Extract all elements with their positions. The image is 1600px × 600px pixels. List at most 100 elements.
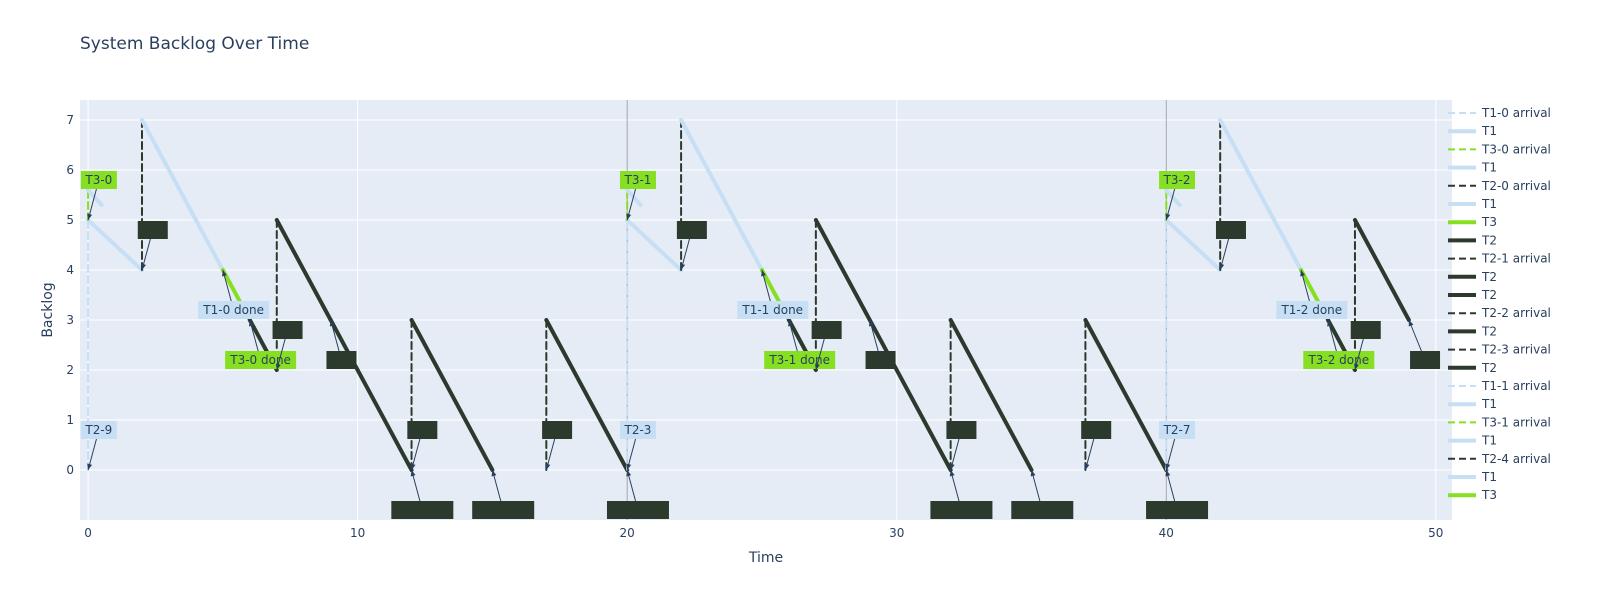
x-tick-label-5: 50	[1428, 526, 1443, 540]
annotation-box-18	[865, 351, 896, 369]
series-line-32	[1164, 188, 1182, 207]
legend-item-18[interactable]: T1	[1448, 434, 1497, 448]
annotation-arrowhead-0	[87, 213, 93, 220]
annotation-arrowhead-27	[1300, 270, 1306, 277]
y-tick-label-1: 1	[66, 413, 74, 427]
annotation-2: T1-0 done	[198, 269, 270, 319]
annotation-29	[1350, 321, 1381, 371]
series-line-1	[86, 218, 144, 272]
series-line-16	[625, 218, 684, 272]
legend-item-0[interactable]: T1-0 arrival	[1448, 106, 1551, 120]
annotation-arrowhead-19	[949, 470, 955, 477]
legend-label-8: T2-1 arrival	[1481, 252, 1551, 266]
annotation-9	[472, 469, 535, 519]
annotation-arrowhead-21	[1030, 470, 1036, 477]
series-line-24	[813, 218, 953, 472]
annotation-box-22	[1081, 421, 1112, 439]
series-line-34	[1218, 118, 1304, 272]
annotation-arrowhead-25	[1165, 213, 1171, 220]
annotation-label-0: T3-0	[84, 173, 112, 187]
y-tick-label-7: 7	[66, 113, 74, 127]
legend-item-5[interactable]: T1	[1448, 197, 1497, 211]
y-tick-label-5: 5	[66, 213, 74, 227]
annotation-18	[865, 319, 896, 369]
legend-label-10: T2	[1481, 288, 1497, 302]
annotation-box-14	[676, 221, 707, 239]
annotation-11	[606, 469, 669, 519]
annotation-arrowhead-14	[680, 263, 686, 270]
annotation-7	[391, 469, 454, 519]
annotation-23	[1146, 469, 1209, 519]
annotation-6: T2-9	[80, 421, 117, 471]
legend-item-6[interactable]: T3	[1448, 215, 1497, 229]
annotation-14	[676, 221, 707, 271]
annotation-box-11	[606, 501, 669, 519]
annotation-arrowhead-6	[87, 463, 93, 470]
legend-label-14: T2	[1481, 361, 1497, 375]
legend-label-2: T3-0 arrival	[1481, 142, 1551, 156]
legend-item-7[interactable]: T2	[1448, 233, 1497, 247]
legend-item-2[interactable]: T3-0 arrival	[1448, 142, 1551, 156]
annotation-arrowhead-17	[815, 363, 820, 370]
annotation-box-9	[472, 501, 535, 519]
legend-item-16[interactable]: T1	[1448, 397, 1497, 411]
legend-item-12[interactable]: T2	[1448, 324, 1497, 338]
legend-item-13[interactable]: T2-3 arrival	[1448, 343, 1551, 357]
annotation-arrowhead-15	[761, 270, 766, 277]
annotation-arrowhead-9	[491, 470, 497, 477]
legend-item-14[interactable]: T2	[1448, 361, 1497, 375]
legend-item-17[interactable]: T3-1 arrival	[1448, 415, 1551, 429]
legend-label-15: T1-1 arrival	[1481, 379, 1551, 393]
annotation-box-2	[198, 301, 270, 319]
legend-label-19: T2-4 arrival	[1481, 452, 1551, 466]
annotation-label-24: T2-7	[1163, 423, 1191, 437]
series-line-38	[1352, 218, 1411, 322]
annotation-label-12: T2-3	[623, 423, 651, 437]
annotation-box-1	[137, 221, 168, 239]
annotation-arrowhead-20	[949, 463, 955, 470]
annotation-box-12	[619, 421, 656, 439]
series-line-3	[86, 188, 104, 207]
annotation-label-6: T2-9	[84, 423, 112, 437]
series-traces	[86, 118, 1411, 472]
legend-item-20[interactable]: T1	[1448, 470, 1497, 484]
legend-label-9: T2	[1481, 270, 1497, 284]
annotation-21	[1011, 469, 1074, 519]
annotation-0: T3-0	[80, 171, 117, 221]
legend-item-8[interactable]: T2-1 arrival	[1448, 252, 1551, 266]
legend-item-9[interactable]: T2	[1448, 270, 1497, 284]
annotation-box-24	[1159, 421, 1196, 439]
chart-title: System Backlog Over Time	[80, 34, 309, 54]
legend-label-3: T1	[1481, 161, 1497, 175]
series-line-10	[328, 318, 414, 472]
legend-label-5: T1	[1481, 197, 1497, 211]
annotation-arrowhead-12	[626, 463, 632, 470]
x-tick-label-4: 40	[1159, 526, 1174, 540]
annotation-arrowhead-29	[1354, 363, 1359, 370]
legend-item-4[interactable]: T2-0 arrival	[1448, 179, 1551, 193]
annotation-30	[1408, 319, 1441, 369]
annotation-box-17	[811, 321, 842, 339]
legend-label-21: T3	[1481, 488, 1497, 502]
x-tick-label-3: 30	[889, 526, 904, 540]
y-tick-label-6: 6	[66, 163, 74, 177]
legend-item-10[interactable]: T2	[1448, 288, 1497, 302]
legend: T1-0 arrival T1 T3-0 arrival T1 T2-0 arrival…	[1448, 106, 1551, 502]
legend-item-19[interactable]: T2-4 arrival	[1448, 452, 1551, 466]
legend-label-4: T2-0 arrival	[1481, 179, 1551, 193]
legend-item-11[interactable]: T2-2 arrival	[1448, 306, 1551, 320]
annotation-label-25: T3-2	[1163, 173, 1191, 187]
annotation-box-10	[542, 421, 573, 439]
annotation-box-13	[619, 171, 656, 189]
annotation-box-25	[1159, 171, 1196, 189]
legend-item-1[interactable]: T1	[1448, 124, 1497, 138]
legend-item-3[interactable]: T1	[1448, 161, 1497, 175]
annotation-arrowhead-11	[626, 470, 632, 477]
legend-item-15[interactable]: T1-1 arrival	[1448, 379, 1551, 393]
annotation-15: T1-1 done	[737, 269, 809, 319]
legend-label-13: T2-3 arrival	[1481, 343, 1551, 357]
legend-label-18: T1	[1481, 434, 1497, 448]
annotation-arrowhead-4	[275, 363, 281, 370]
legend-item-21[interactable]: T3	[1448, 488, 1497, 502]
